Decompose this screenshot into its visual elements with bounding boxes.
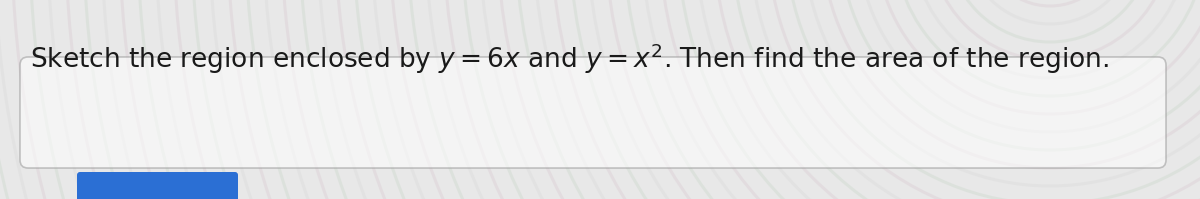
FancyBboxPatch shape — [20, 57, 1166, 168]
Text: Sketch the region enclosed by $y = 6x$ and $y = x^2$. Then find the area of the : Sketch the region enclosed by $y = 6x$ a… — [30, 42, 1109, 76]
FancyBboxPatch shape — [77, 172, 238, 199]
